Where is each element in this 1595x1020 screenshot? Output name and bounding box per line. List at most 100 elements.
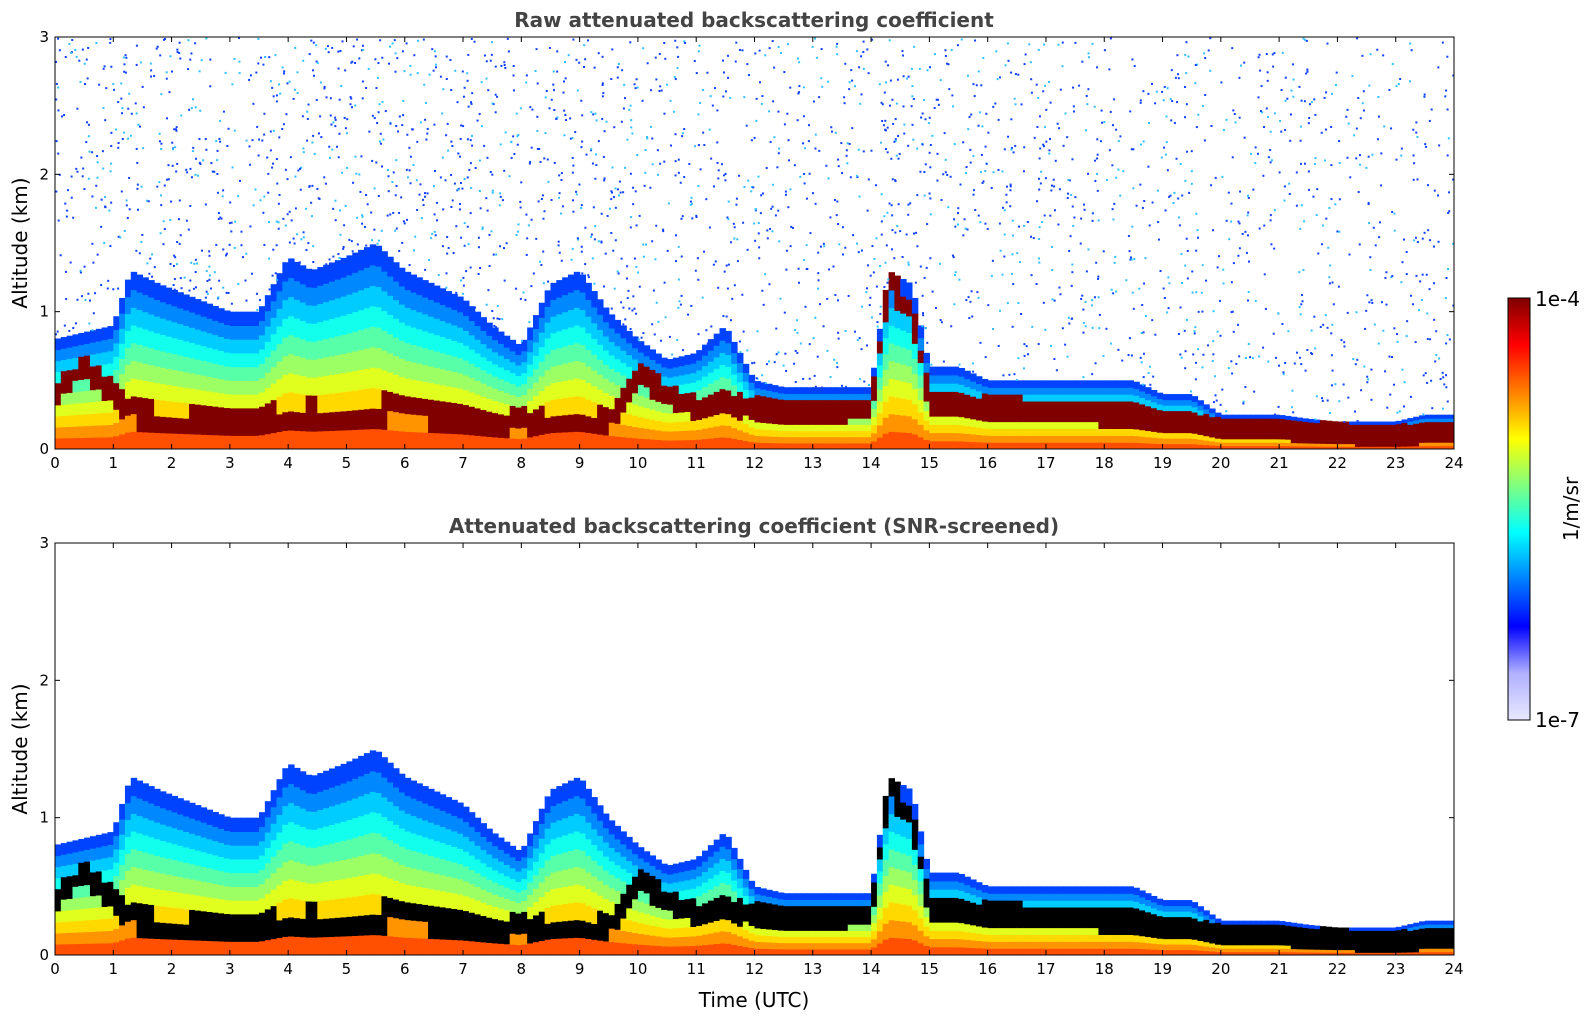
- heatmap-cell: [579, 379, 587, 398]
- noise-pixel: [654, 56, 657, 59]
- heatmap-cell: [824, 387, 831, 394]
- heatmap-cell: [457, 327, 464, 343]
- heatmap-cell: [416, 431, 423, 449]
- heatmap-cell: [1174, 399, 1181, 406]
- heatmap-cell: [812, 405, 820, 413]
- heatmap-cell: [742, 389, 750, 399]
- noise-pixel: [733, 226, 736, 229]
- noise-pixel: [1177, 216, 1180, 219]
- heatmap-cell: [1366, 421, 1373, 425]
- heatmap-cell: [1249, 431, 1257, 436]
- heatmap-cell: [78, 356, 85, 369]
- noise-pixel: [209, 287, 212, 290]
- noise-pixel: [1011, 219, 1014, 222]
- heatmap-cell: [253, 325, 260, 340]
- noise-pixel: [845, 149, 848, 152]
- heatmap-cell: [556, 280, 563, 298]
- heatmap-cell: [463, 360, 470, 376]
- heatmap-cell: [900, 279, 907, 297]
- heatmap-cell: [119, 313, 126, 329]
- heatmap-cell: [363, 428, 371, 449]
- noise-pixel: [398, 250, 401, 253]
- noise-pixel: [391, 180, 394, 183]
- heatmap-cell: [1069, 400, 1076, 409]
- noise-pixel: [962, 141, 965, 144]
- heatmap-cell: [1168, 394, 1175, 401]
- heatmap-cell: [369, 264, 377, 286]
- heatmap-cell: [637, 427, 645, 439]
- heatmap-cell: [567, 309, 575, 328]
- heatmap-cell: [276, 290, 283, 309]
- heatmap-cell: [159, 301, 167, 319]
- noise-pixel: [525, 81, 528, 84]
- heatmap-cell: [865, 436, 872, 444]
- heatmap-cell: [1092, 414, 1100, 423]
- heatmap-cell: [527, 388, 534, 401]
- heatmap-cell: [1413, 416, 1420, 421]
- noise-pixel: [1204, 57, 1207, 60]
- noise-pixel: [361, 215, 364, 218]
- heatmap-cell: [713, 437, 721, 449]
- noise-pixel: [783, 71, 786, 74]
- noise-pixel: [361, 44, 364, 47]
- heatmap-cell: [707, 383, 715, 395]
- heatmap-cell: [1150, 401, 1158, 409]
- heatmap-cell: [1220, 438, 1228, 443]
- noise-pixel: [667, 202, 670, 205]
- heatmap-cell: [806, 387, 814, 394]
- noise-pixel: [1288, 192, 1291, 195]
- noise-pixel: [1428, 288, 1431, 291]
- heatmap-cell: [1115, 400, 1123, 409]
- noise-pixel: [1316, 188, 1319, 191]
- noise-pixel: [302, 147, 305, 150]
- noise-pixel: [1181, 194, 1184, 197]
- heatmap-cell: [911, 403, 919, 420]
- heatmap-cell: [806, 436, 814, 444]
- noise-pixel: [498, 318, 501, 321]
- heatmap-cell: [801, 393, 808, 401]
- heatmap-cell: [789, 399, 796, 407]
- noise-pixel: [818, 96, 821, 99]
- noise-pixel: [848, 88, 851, 91]
- heatmap-cell: [503, 415, 511, 427]
- noise-pixel: [462, 276, 465, 279]
- heatmap-cell: [999, 407, 1006, 416]
- noise-pixel: [1446, 334, 1449, 337]
- heatmap-cell: [1215, 419, 1222, 425]
- noise-pixel: [1362, 109, 1365, 112]
- noise-pixel: [777, 46, 780, 49]
- top-panel-title: Raw attenuated backscattering coefficien…: [514, 8, 994, 32]
- noise-pixel: [991, 259, 994, 262]
- heatmap-cell: [906, 282, 913, 300]
- heatmap-cell: [783, 405, 791, 413]
- noise-pixel: [63, 324, 66, 327]
- heatmap-cell: [1005, 380, 1012, 388]
- noise-pixel: [860, 305, 863, 308]
- heatmap-cell: [754, 428, 761, 437]
- heatmap-cell: [124, 381, 132, 399]
- heatmap-cell: [1389, 427, 1397, 431]
- noise-pixel: [1131, 225, 1134, 228]
- noise-pixel: [868, 304, 871, 307]
- heatmap-cell: [264, 356, 272, 373]
- heatmap-cell: [317, 376, 324, 396]
- heatmap-cell: [492, 388, 499, 401]
- heatmap-cell: [433, 416, 441, 434]
- heatmap-cell: [766, 396, 773, 404]
- noise-pixel: [268, 288, 271, 291]
- heatmap-cell: [1063, 428, 1070, 436]
- noise-pixel: [733, 284, 736, 287]
- noise-pixel: [1005, 201, 1008, 204]
- noise-pixel: [1049, 137, 1052, 140]
- noise-pixel: [1331, 281, 1334, 284]
- noise-pixel: [491, 309, 494, 312]
- noise-pixel: [141, 85, 144, 88]
- noise-pixel: [616, 76, 619, 79]
- noise-pixel: [1397, 83, 1400, 86]
- noise-pixel: [1082, 203, 1085, 206]
- noise-pixel: [1030, 274, 1033, 277]
- noise-pixel: [1114, 255, 1117, 258]
- heatmap-cell: [78, 402, 85, 415]
- noise-pixel: [844, 246, 847, 249]
- noise-pixel: [1359, 163, 1362, 166]
